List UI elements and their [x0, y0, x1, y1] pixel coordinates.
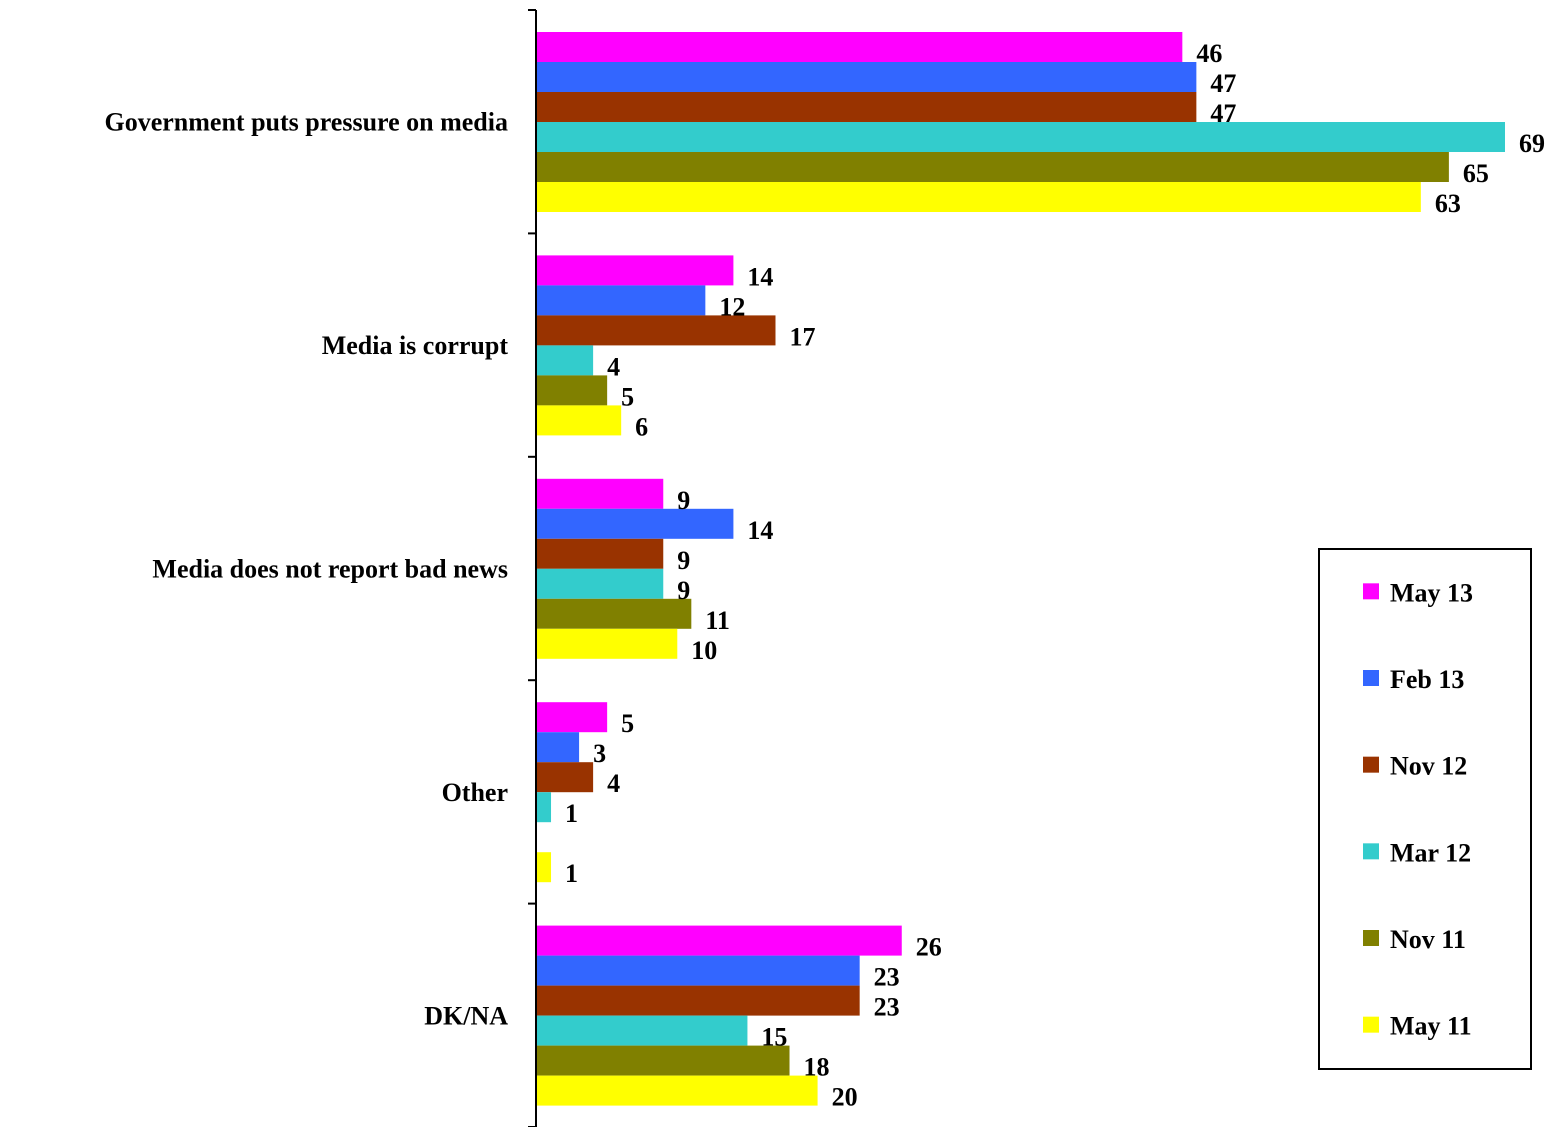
bar — [537, 375, 608, 406]
legend-swatch — [1363, 1016, 1379, 1033]
data-label: 1 — [565, 799, 578, 828]
data-label: 4 — [607, 769, 620, 798]
data-label: 6 — [635, 412, 648, 441]
bar — [537, 122, 1505, 152]
data-label: 65 — [1463, 159, 1489, 188]
legend-swatch — [1363, 583, 1379, 600]
data-label: 9 — [677, 576, 690, 605]
legend-label: May 11 — [1390, 1012, 1472, 1041]
data-label: 26 — [916, 933, 942, 962]
bar — [537, 405, 622, 436]
bar — [537, 732, 580, 763]
bars-layer — [537, 32, 1505, 1106]
bar — [537, 1075, 818, 1106]
data-label: 11 — [705, 606, 730, 635]
bar — [537, 955, 860, 986]
labels-layer: Government puts pressure on media Media i… — [105, 39, 1546, 1112]
bar — [537, 315, 776, 346]
data-label: 23 — [874, 963, 900, 992]
bar — [537, 852, 552, 883]
legend-swatch — [1363, 756, 1379, 773]
category-label: Other — [442, 778, 508, 807]
legend-box — [1318, 548, 1532, 1070]
bar — [537, 345, 594, 376]
data-label: 4 — [607, 352, 620, 381]
legend-label: Feb 13 — [1390, 665, 1464, 694]
bar — [537, 62, 1197, 92]
data-label: 46 — [1196, 39, 1222, 68]
data-label: 15 — [761, 1023, 787, 1052]
data-label: 14 — [747, 262, 773, 291]
data-label: 5 — [621, 709, 634, 738]
data-label: 47 — [1210, 99, 1236, 128]
category-label: Media is corrupt — [322, 331, 509, 360]
bar — [537, 255, 734, 286]
data-label: 5 — [621, 382, 634, 411]
bar — [537, 925, 902, 956]
bar — [537, 568, 664, 599]
legend-swatch — [1363, 670, 1379, 686]
legend-label: Nov 12 — [1390, 752, 1467, 781]
bar — [537, 598, 692, 629]
legend-label: Nov 11 — [1390, 925, 1466, 954]
bar — [537, 1045, 790, 1076]
data-label: 17 — [789, 322, 815, 351]
category-label: DK/NA — [424, 1001, 508, 1030]
legend-swatch — [1363, 930, 1379, 946]
data-label: 18 — [804, 1053, 830, 1082]
bar — [537, 762, 594, 793]
data-label: 9 — [677, 486, 690, 515]
legend-label: May 13 — [1390, 578, 1473, 607]
bar — [537, 1015, 748, 1046]
data-label: 69 — [1519, 129, 1545, 158]
bar — [537, 182, 1421, 212]
data-label: 47 — [1210, 69, 1236, 98]
data-label: 23 — [874, 993, 900, 1022]
bar — [537, 478, 664, 509]
data-label: 12 — [719, 292, 745, 321]
bar — [537, 508, 734, 539]
category-label: Government puts pressure on media — [105, 108, 509, 137]
bar — [537, 92, 1197, 122]
bar — [537, 152, 1449, 182]
legend-label: Mar 12 — [1390, 838, 1471, 867]
axis-layer — [528, 9, 537, 1127]
bar — [537, 32, 1183, 62]
data-label: 1 — [565, 859, 578, 888]
bar — [537, 628, 678, 659]
bar — [537, 985, 860, 1016]
data-label: 3 — [593, 739, 606, 768]
data-label: 10 — [691, 636, 717, 665]
data-label: 63 — [1435, 189, 1461, 218]
data-label: 14 — [747, 516, 773, 545]
bar — [537, 285, 706, 316]
data-label: 20 — [832, 1083, 858, 1112]
bar — [537, 702, 608, 733]
bar — [537, 538, 664, 569]
category-label: Media does not report bad news — [152, 555, 508, 584]
legend-swatch — [1363, 843, 1379, 860]
data-label: 9 — [677, 546, 690, 575]
bar — [537, 792, 552, 823]
legend: May 13 Feb 13 Nov 12 Mar 12 Nov 11 May 11 — [1318, 548, 1532, 1070]
